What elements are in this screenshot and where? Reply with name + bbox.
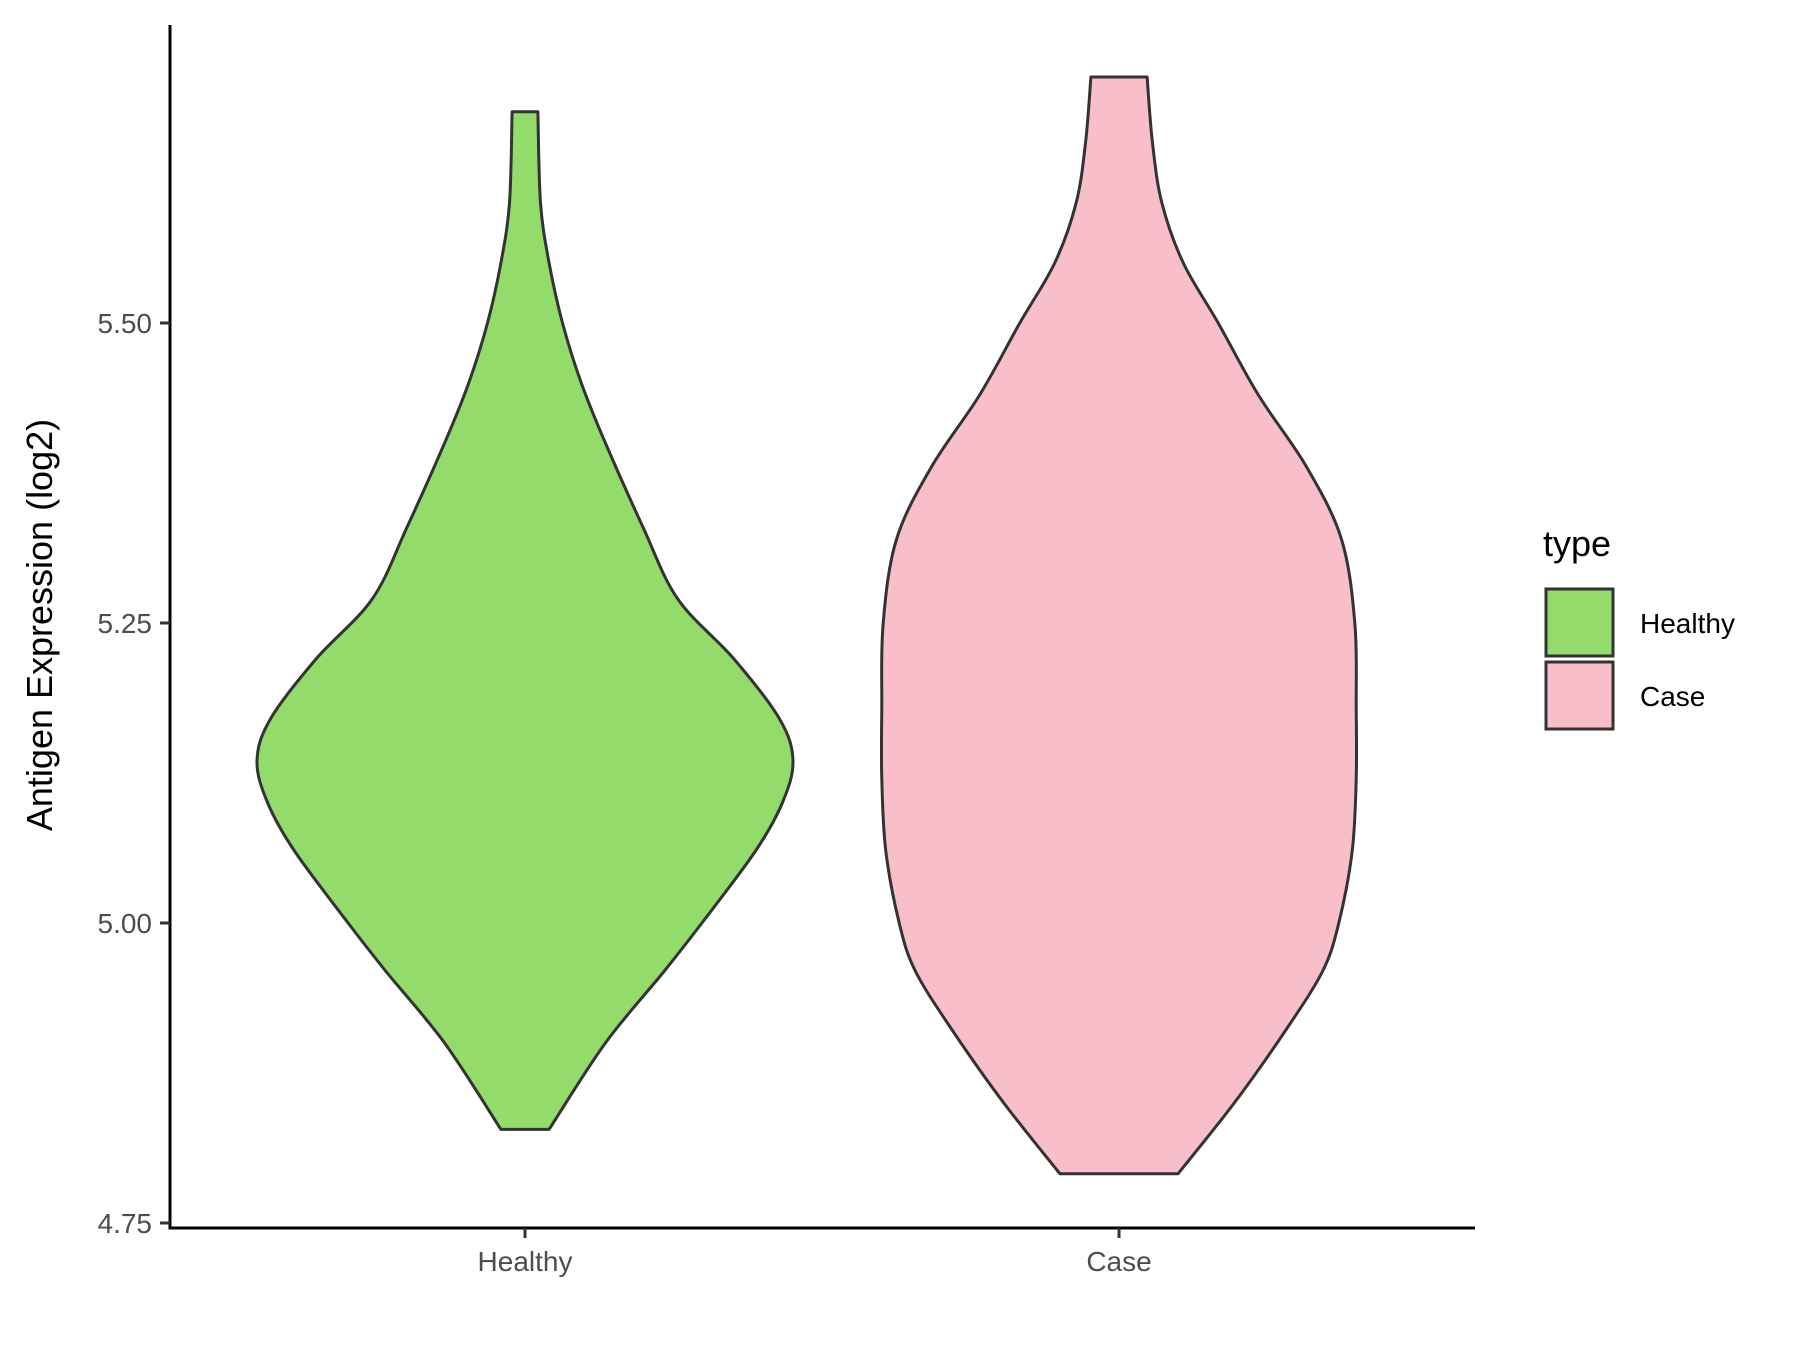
- legend-key-case: [1544, 660, 1615, 731]
- x-tick-label-healthy: Healthy: [478, 1246, 573, 1277]
- legend-label-healthy: Healthy: [1640, 608, 1735, 639]
- legend-key-healthy: [1544, 587, 1615, 658]
- x-tick-label-case: Case: [1086, 1246, 1151, 1277]
- y-tick-label: 4.75: [98, 1208, 153, 1239]
- legend: type Healthy Case: [1543, 523, 1735, 731]
- y-axis-title: Antigen Expression (log2): [19, 419, 60, 831]
- legend-label-case: Case: [1640, 681, 1705, 712]
- violin-layer: [255, 75, 1359, 1176]
- violin-healthy: [255, 110, 795, 1131]
- legend-title: type: [1543, 523, 1611, 564]
- axes-layer: 4.75 5.00 5.25 5.50 Healthy Case Antigen Expre…: [19, 25, 1475, 1277]
- y-tick-label: 5.00: [98, 908, 153, 939]
- y-tick-label: 5.50: [98, 308, 153, 339]
- y-tick-label: 5.25: [98, 608, 153, 639]
- violin-case: [879, 75, 1359, 1176]
